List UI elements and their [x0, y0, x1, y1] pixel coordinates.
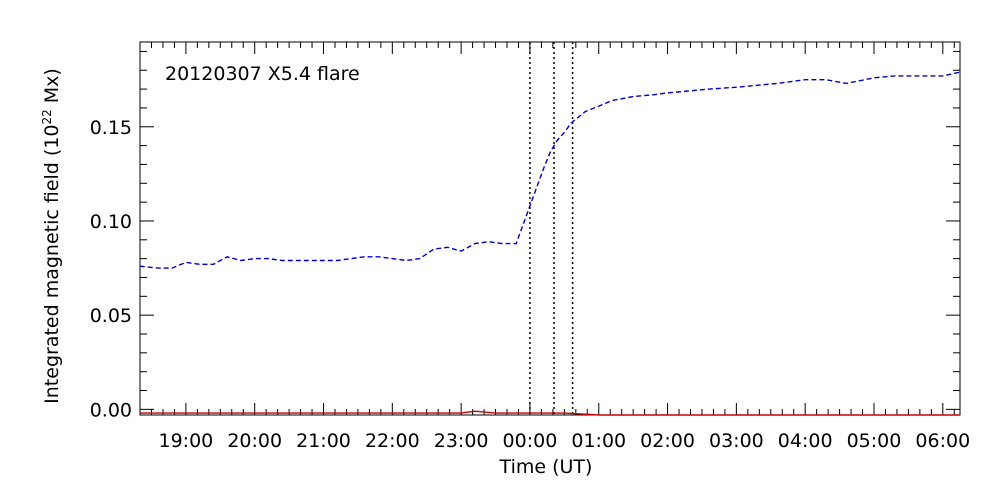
x-tick-label: 00:00 — [503, 430, 558, 452]
x-tick-label: 03:00 — [709, 430, 764, 452]
x-axis-title: Time (UT) — [499, 456, 593, 478]
series-line-2 — [139, 410, 960, 416]
y-axis-title-unit: Mx) — [41, 68, 63, 109]
x-tick-label: 04:00 — [778, 430, 833, 452]
y-axis-title-exponent: 22 — [40, 109, 54, 124]
x-tick-label: 05:00 — [847, 430, 902, 452]
x-tick-label: 22:00 — [365, 430, 420, 452]
series-line-1 — [139, 71, 961, 269]
data-series — [139, 71, 961, 416]
x-tick-label: 20:00 — [227, 430, 282, 452]
axis-ticks — [139, 42, 960, 415]
x-tick-label: 02:00 — [640, 430, 695, 452]
flare-annotation: 20120307 X5.4 flare — [165, 63, 360, 85]
x-tick-label: 23:00 — [434, 430, 489, 452]
y-axis-title-main: Integrated magnetic field (10 — [41, 125, 63, 404]
y-tick-label: 0.15 — [90, 117, 132, 139]
plot-frame — [139, 41, 961, 416]
x-tick-label: 01:00 — [571, 430, 626, 452]
x-tick-label: 21:00 — [296, 430, 351, 452]
x-tick-label: 06:00 — [915, 430, 970, 452]
y-axis-title: Integrated magnetic field (1022 Mx) — [40, 68, 63, 404]
event-lines — [529, 42, 574, 415]
y-tick-label: 0.00 — [90, 399, 132, 421]
axis-tick-labels: 19:00 20:00 21:00 22:00 23:00 00:00 01:00 02:00… — [90, 117, 970, 452]
y-tick-label: 0.05 — [90, 305, 132, 327]
y-tick-label: 0.10 — [90, 211, 132, 233]
x-tick-label: 19:00 — [159, 430, 214, 452]
